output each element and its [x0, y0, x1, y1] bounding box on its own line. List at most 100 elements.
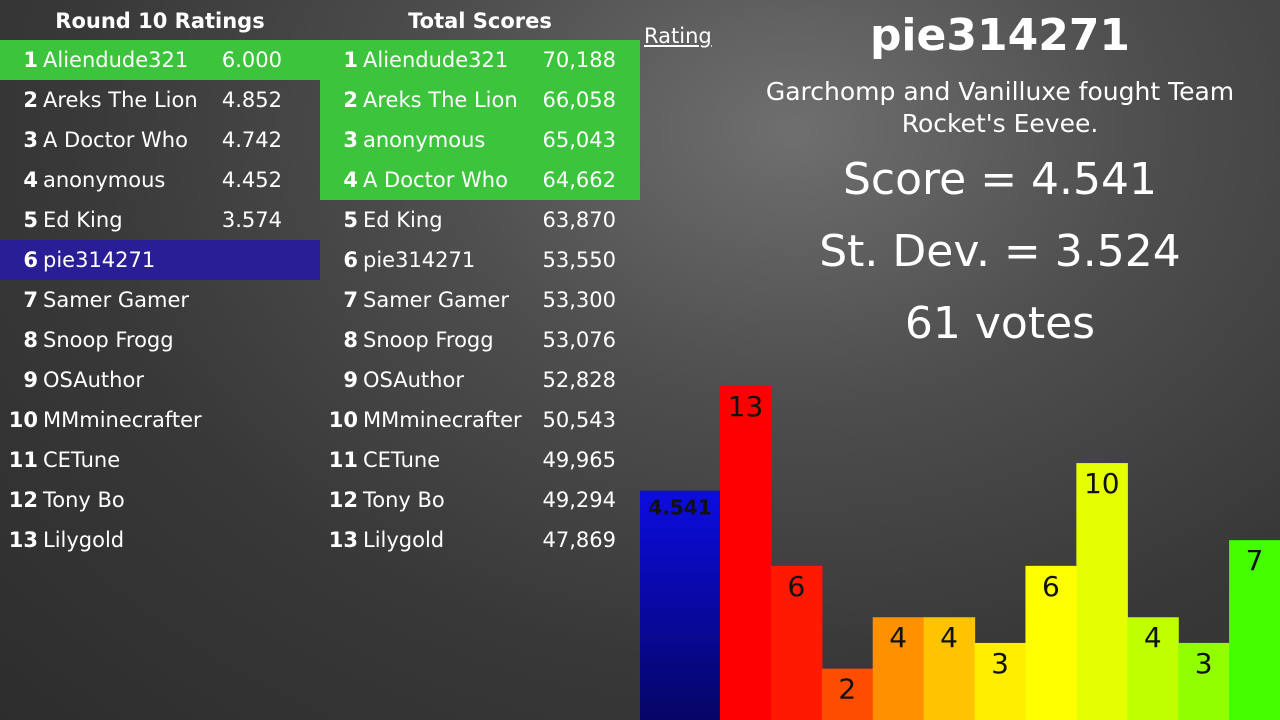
ratings-row-rank: 8: [23, 328, 38, 352]
rating-link[interactable]: Rating: [644, 24, 712, 48]
totals-row-rank: 11: [328, 448, 358, 472]
totals-row-value: 53,076: [542, 328, 616, 352]
totals-row-value: 65,043: [542, 128, 616, 152]
ratings-row-rank: 9: [23, 368, 38, 392]
totals-row: 9 OSAuthor 52,828: [320, 360, 640, 400]
ratings-row-value: 3.574: [221, 208, 282, 232]
totals-row: 8 Snoop Frogg 53,076: [320, 320, 640, 360]
totals-row-value: 64,662: [542, 168, 616, 192]
totals-row: 6 pie314271 53,550: [320, 240, 640, 280]
totals-row-rank: 7: [343, 288, 358, 312]
totals-row-rank: 10: [328, 408, 358, 432]
score-stat: Score = 4.541: [842, 154, 1158, 205]
totals-row-rank: 9: [343, 368, 358, 392]
stdev-stat: St. Dev. = 3.524: [819, 226, 1181, 277]
ratings-row-rank: 12: [8, 488, 38, 512]
totals-row-rank: 6: [343, 248, 358, 272]
ratings-row-username: Areks The Lion: [43, 88, 198, 112]
totals-row: 12 Tony Bo 49,294: [320, 480, 640, 520]
ratings-row: 8 Snoop Frogg: [0, 320, 320, 360]
ratings-row-rank: 10: [8, 408, 38, 432]
ratings-title: Round 10 Ratings: [55, 9, 265, 33]
totals-row-value: 53,550: [542, 248, 616, 272]
totals-row: 1 Aliendude321 70,188: [320, 40, 640, 80]
ratings-row-value: 4.852: [221, 88, 282, 112]
ratings-row-username: anonymous: [43, 168, 166, 192]
totals-row-value: 63,870: [542, 208, 616, 232]
ratings-row-rank: 1: [23, 48, 38, 72]
ratings-row: 1 Aliendude321 6.000: [0, 40, 320, 80]
totals-row-rank: 3: [343, 128, 358, 152]
histogram-bar: [1229, 540, 1280, 720]
totals-row-username: MMminecrafter: [363, 408, 522, 432]
totals-row-value: 66,058: [542, 88, 616, 112]
histogram-bar: [720, 386, 772, 720]
histogram-bar: [1127, 617, 1179, 720]
totals-row-username: CETune: [363, 448, 441, 472]
ratings-row-username: MMminecrafter: [43, 408, 202, 432]
totals-row: 10 MMminecrafter 50,543: [320, 400, 640, 440]
ratings-row-username: Tony Bo: [43, 488, 125, 512]
totals-row-value: 49,294: [542, 488, 616, 512]
votes-stat: 61 votes: [904, 298, 1096, 349]
totals-row-username: Snoop Frogg: [363, 328, 494, 352]
ratings-row-rank: 6: [23, 248, 38, 272]
ratings-row-value: 4.742: [221, 128, 282, 152]
totals-row-rank: 5: [343, 208, 358, 232]
totals-row-username: pie314271: [363, 248, 476, 272]
totals-row-value: 53,300: [542, 288, 616, 312]
histogram-bar: [1025, 565, 1077, 720]
ratings-row-value: 4.452: [221, 168, 282, 192]
totals-row-value: 52,828: [542, 368, 616, 392]
totals-row-username: anonymous: [363, 128, 486, 152]
totals-title: Total Scores: [408, 9, 552, 33]
ratings-row: 13 Lilygold: [0, 520, 320, 560]
totals-row-rank: 13: [328, 528, 358, 552]
histogram-bar-label: 13: [728, 390, 764, 423]
totals-row-username: A Doctor Who: [363, 168, 508, 192]
totals-row-rank: 12: [328, 488, 358, 512]
histogram-bar: [770, 565, 823, 720]
ratings-row: 4 anonymous 4.452: [0, 160, 320, 200]
ratings-row: 11 CETune: [0, 440, 320, 480]
totals-row-value: 50,543: [542, 408, 616, 432]
histogram-bar-label: 6: [1042, 570, 1060, 603]
histogram-bar-label: 3: [991, 647, 1009, 680]
ratings-row-rank: 4: [23, 168, 38, 192]
histogram-bar-label: 4: [889, 621, 907, 654]
histogram-bar-label: 3: [1195, 647, 1213, 680]
ratings-row-username: Aliendude321: [43, 48, 189, 72]
totals-row: 13 Lilygold 47,869: [320, 520, 640, 560]
ratings-row-value: 6.000: [221, 48, 282, 72]
ratings-row-username: A Doctor Who: [43, 128, 188, 152]
ratings-row-rank: 13: [8, 528, 38, 552]
totals-leaderboard: 1 Aliendude321 70,188 2 Areks The Lion 66,058…: [320, 40, 640, 560]
histogram-bar: [1178, 642, 1230, 720]
histogram-bar: [923, 617, 976, 720]
histogram-bar: [1076, 463, 1128, 720]
totals-row-value: 49,965: [542, 448, 616, 472]
histogram-bar-label: 7: [1246, 544, 1264, 577]
histogram-bar-label: 10: [1084, 467, 1120, 500]
ratings-row: 5 Ed King 3.574: [0, 200, 320, 240]
ratings-row-username: Ed King: [43, 208, 123, 232]
histogram-bar: [821, 668, 874, 720]
totals-row-rank: 2: [343, 88, 358, 112]
totals-row-username: Lilygold: [363, 528, 445, 552]
totals-row-username: OSAuthor: [363, 368, 464, 392]
totals-row-rank: 4: [343, 168, 358, 192]
totals-row-value: 70,188: [542, 48, 616, 72]
ratings-row-username: Snoop Frogg: [43, 328, 174, 352]
histogram-bar-label: 6: [787, 570, 805, 603]
totals-row-value: 47,869: [542, 528, 616, 552]
totals-row-rank: 8: [343, 328, 358, 352]
totals-row: 11 CETune 49,965: [320, 440, 640, 480]
ratings-row-username: Samer Gamer: [43, 288, 190, 312]
ratings-row-username: pie314271: [43, 248, 156, 272]
totals-row: 2 Areks The Lion 66,058: [320, 80, 640, 120]
totals-row-username: Ed King: [363, 208, 443, 232]
totals-row-username: Areks The Lion: [363, 88, 518, 112]
ratings-row-rank: 7: [23, 288, 38, 312]
ratings-row-rank: 5: [23, 208, 38, 232]
